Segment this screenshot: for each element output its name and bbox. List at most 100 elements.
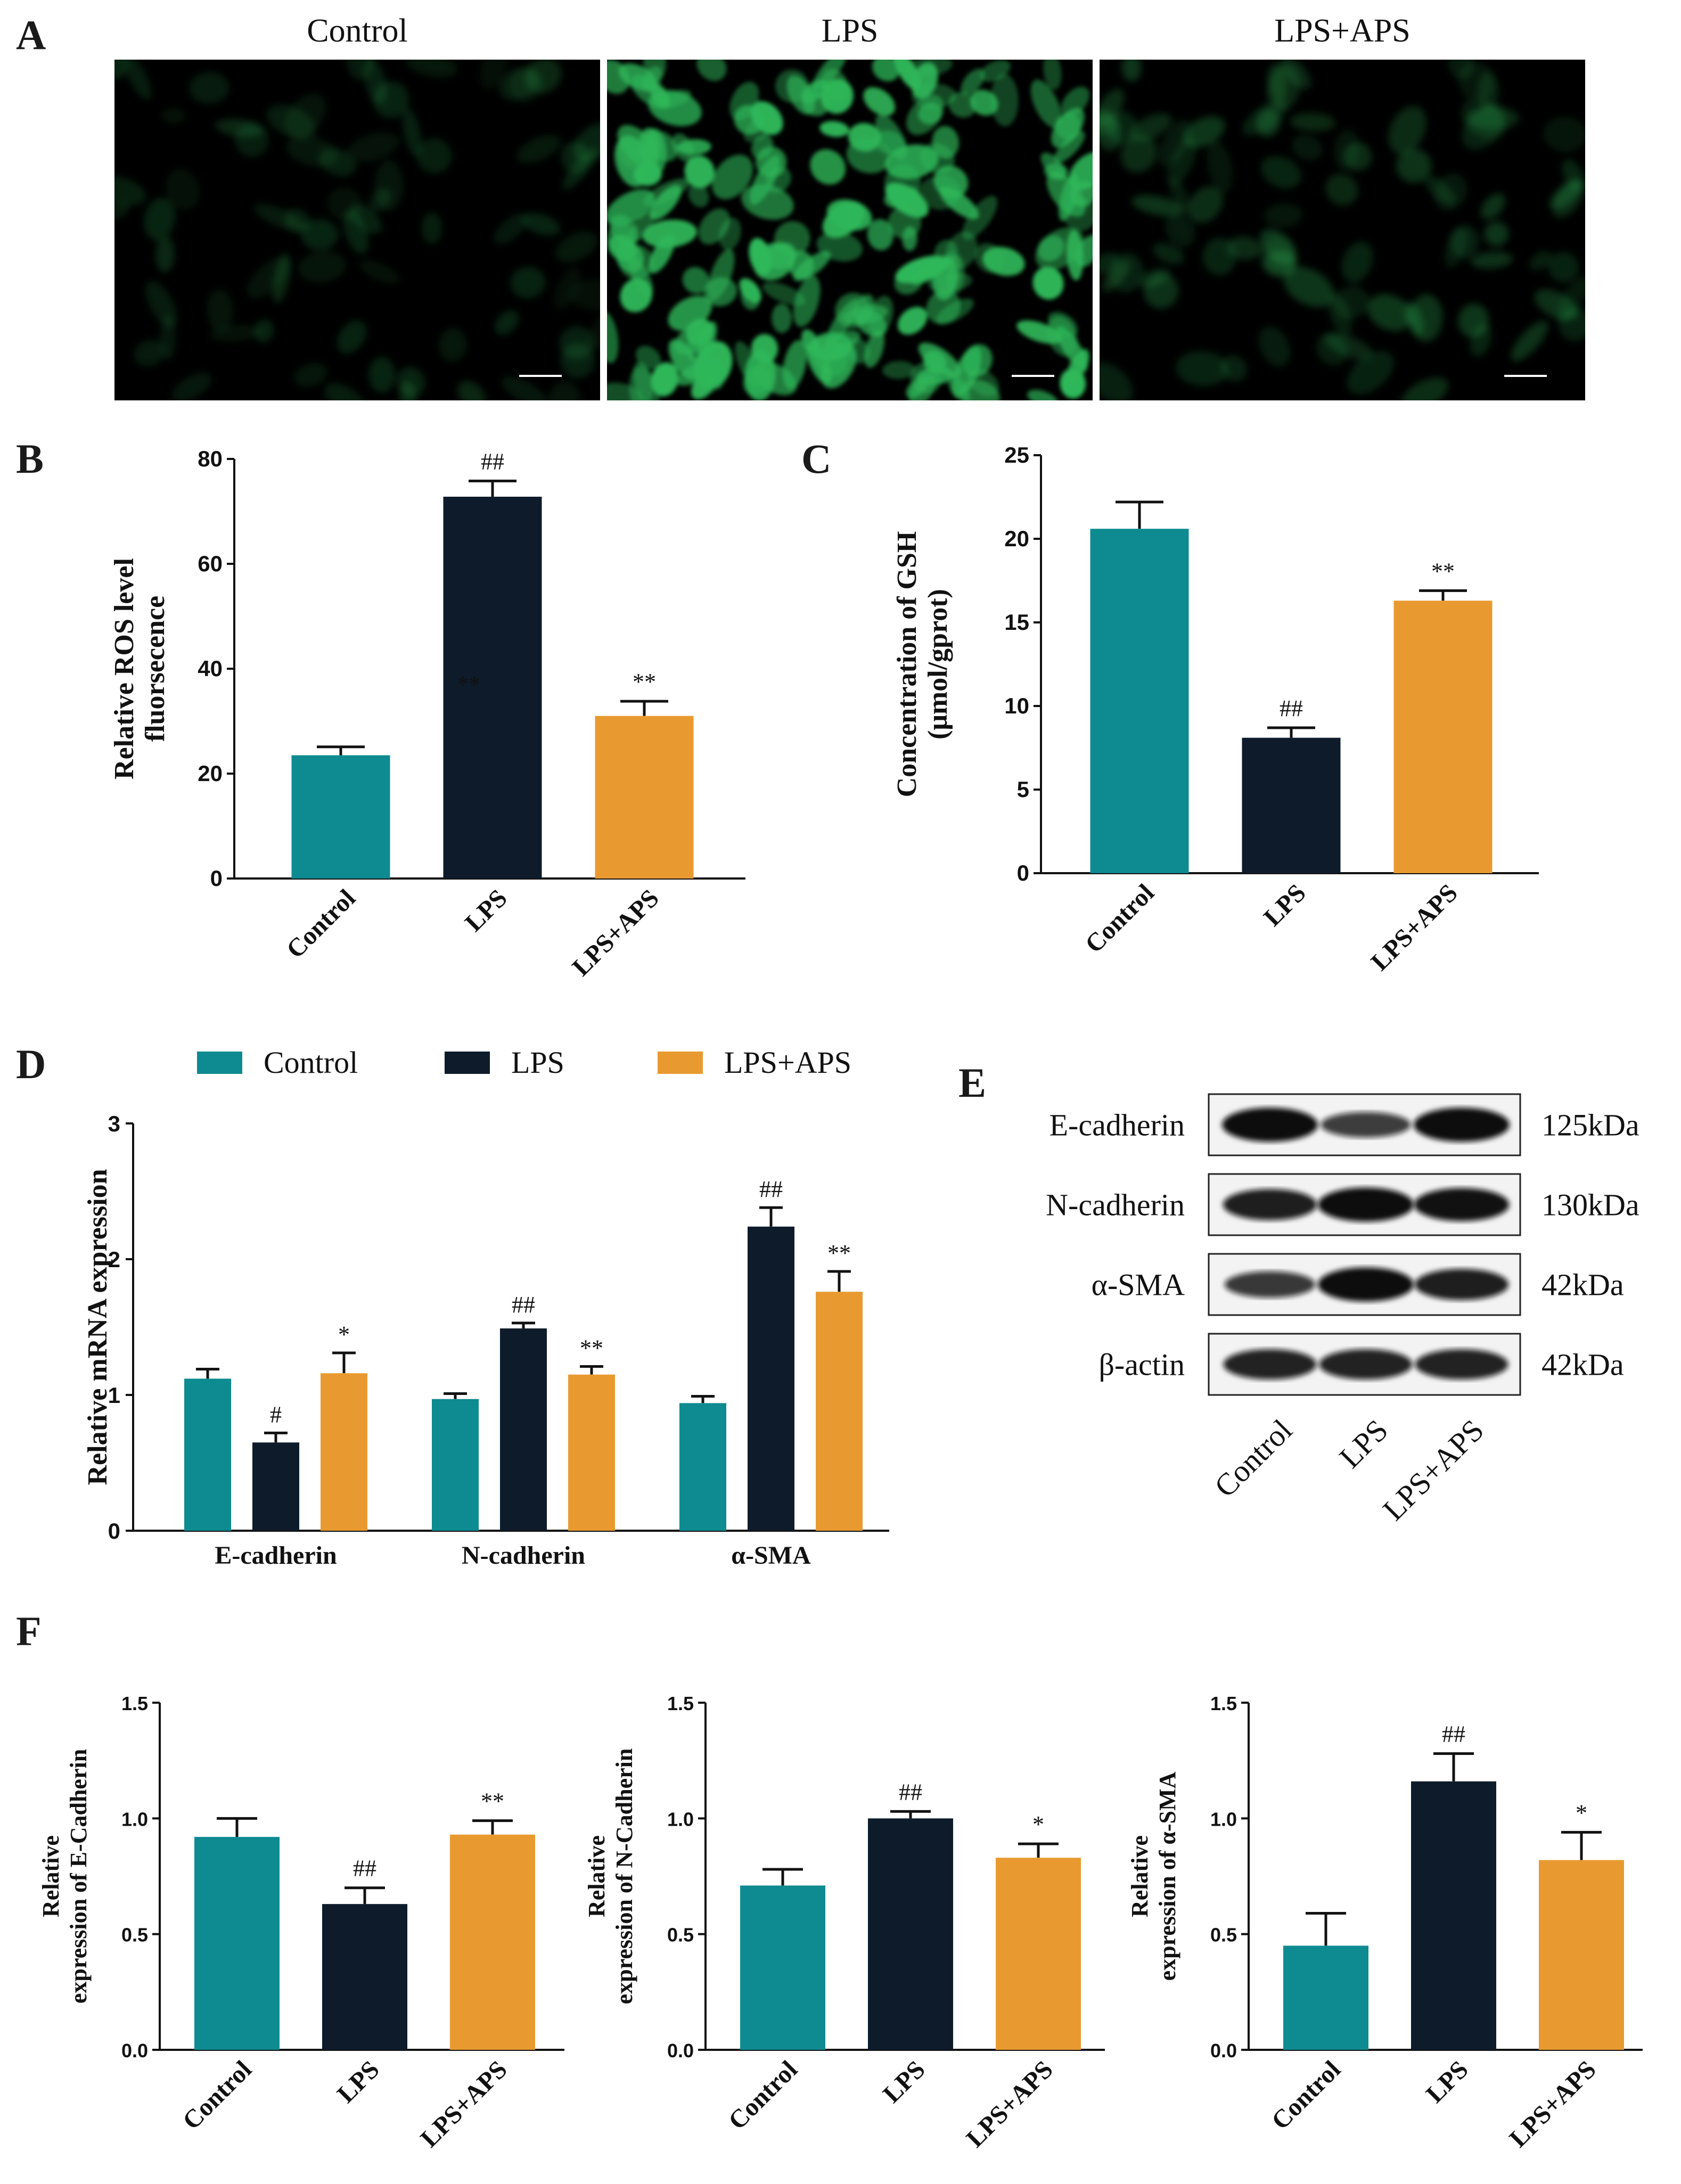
cell xyxy=(369,188,391,212)
x-tick-label: E-cadherin xyxy=(215,1541,337,1570)
y-tick-label: 40 xyxy=(198,656,223,681)
x-tick-label: Control xyxy=(1080,878,1160,958)
cell xyxy=(1448,60,1474,80)
panel-a-title-control: Control xyxy=(307,13,407,49)
cell xyxy=(1069,152,1093,190)
cell xyxy=(628,210,655,243)
cell xyxy=(1207,140,1233,193)
blot-band xyxy=(1224,1271,1316,1298)
bar-control xyxy=(291,755,390,878)
cell xyxy=(1075,234,1093,267)
significance-label: ## xyxy=(1442,1721,1465,1747)
bar-lps-aps xyxy=(1393,601,1493,873)
x-tick-label: Control xyxy=(1266,2055,1346,2135)
panel-f-letter: F xyxy=(16,1608,42,1654)
bar-control xyxy=(184,1378,231,1531)
cell xyxy=(286,136,338,167)
cell xyxy=(617,125,659,168)
x-tick-label: LPS+APS xyxy=(1366,878,1463,976)
cell xyxy=(1511,321,1548,362)
y-tick-label: 2 xyxy=(108,1247,120,1272)
cell xyxy=(1529,251,1552,270)
cell xyxy=(1290,112,1336,132)
cell xyxy=(347,132,400,162)
cell xyxy=(719,218,741,250)
cell xyxy=(516,135,561,163)
chart-d-mrna: 0 1 2 3 Relative mRNA expression # * E-cadherin… xyxy=(83,1111,889,1570)
cell xyxy=(1138,268,1171,288)
cell xyxy=(884,186,920,209)
cell xyxy=(166,168,200,210)
cell xyxy=(1061,86,1090,117)
x-tick-label: N-cadherin xyxy=(462,1541,585,1570)
cell xyxy=(1047,316,1078,357)
cell xyxy=(1054,131,1085,163)
legend-label-lps-aps: LPS+APS xyxy=(724,1045,851,1080)
panel-c-letter: C xyxy=(801,436,831,482)
cell xyxy=(1159,119,1191,167)
panel-a-letter: A xyxy=(16,12,46,58)
y-axis-label: Relative xyxy=(584,1835,610,1917)
cell xyxy=(300,219,339,250)
cell xyxy=(616,242,644,273)
cell xyxy=(525,60,562,94)
x-tick-label: LPS xyxy=(332,2055,385,2108)
western-blot: E-cadherin 125kDa N-cadherin 130kDa α-SMA 42k… xyxy=(1046,1093,1639,1527)
lane-label: Control xyxy=(1208,1413,1299,1504)
y-tick-label: 1.5 xyxy=(121,1693,148,1714)
legend-swatch-control xyxy=(197,1052,242,1074)
cell xyxy=(651,362,679,397)
cell xyxy=(1470,323,1492,357)
cell xyxy=(704,277,737,307)
bar-lps xyxy=(322,1904,407,2050)
cell xyxy=(1280,60,1311,89)
cell xyxy=(294,363,327,387)
x-tick-label: LPS+APS xyxy=(1504,2055,1602,2153)
cell xyxy=(343,210,369,254)
panel-d-legend: Control LPS LPS+APS xyxy=(197,1045,851,1080)
cell xyxy=(629,366,660,400)
cell xyxy=(1130,113,1172,141)
chart-b-ros: 0 20 40 60 80 Relative ROS level fluorsecence C… xyxy=(109,446,745,981)
cell xyxy=(751,334,778,364)
protein-label: N-cadherin xyxy=(1046,1188,1185,1222)
kda-label: 42kDa xyxy=(1541,1268,1624,1302)
cell xyxy=(1316,332,1348,366)
cell xyxy=(607,60,630,94)
x-tick-label: LPS xyxy=(878,2055,931,2108)
cell xyxy=(1367,294,1413,331)
cell xyxy=(902,226,917,251)
cell xyxy=(911,62,938,99)
cell xyxy=(741,283,760,310)
cell xyxy=(937,251,961,296)
cell xyxy=(1175,351,1229,386)
y-tick-label: 0.0 xyxy=(667,2040,694,2062)
cell xyxy=(569,278,600,310)
cell xyxy=(1131,195,1183,217)
cell xyxy=(266,104,316,139)
cell xyxy=(495,310,519,335)
cell xyxy=(1267,63,1287,103)
micrograph-lps-aps xyxy=(1100,60,1585,400)
y-tick-label: 0 xyxy=(108,1518,120,1543)
y-tick-label: 80 xyxy=(198,446,223,471)
cell xyxy=(819,121,849,137)
cell xyxy=(1341,241,1373,283)
legend-swatch-lps xyxy=(445,1052,490,1074)
y-axis-label: fluorsecence xyxy=(140,596,170,742)
cell xyxy=(1480,193,1506,219)
cell xyxy=(1401,377,1448,400)
cell xyxy=(793,251,831,281)
y-tick-label: 0.5 xyxy=(667,1924,694,1946)
cell xyxy=(405,60,458,78)
cell xyxy=(863,87,896,116)
y-tick-label: 0 xyxy=(1017,860,1029,885)
cell xyxy=(682,267,710,294)
significance-label: ** xyxy=(580,1335,603,1361)
cell xyxy=(1484,221,1509,247)
y-tick-label: 0.5 xyxy=(121,1924,148,1946)
cell xyxy=(696,60,727,81)
kda-label: 42kDa xyxy=(1541,1348,1624,1382)
blot-band xyxy=(1321,1112,1411,1138)
panel-b-stray-mark: ** xyxy=(457,671,480,697)
